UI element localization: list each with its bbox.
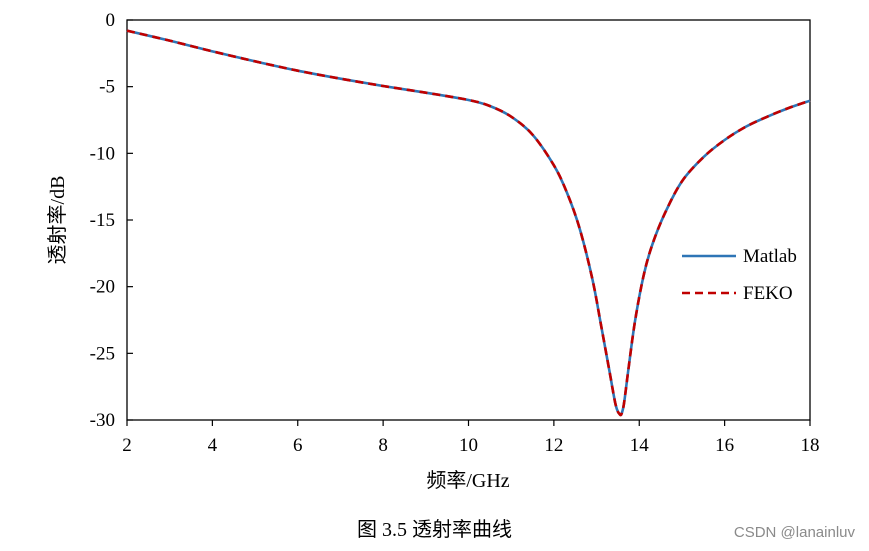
x-axis-ticks: 2 4 6 8 10 12 14 16 18 [122,420,820,456]
x-tick-label: 16 [715,435,734,456]
y-tick-label: -10 [90,143,115,164]
x-tick-label: 4 [208,435,218,456]
figure-caption: 图 3.5 透射率曲线 [357,519,512,541]
series-line-matlab [126,29,811,417]
y-axis-title: 透射率/dB [46,176,69,265]
x-tick-label: 14 [630,435,650,456]
watermark: CSDN @lanainluv [733,524,855,541]
y-tick-label: -25 [90,343,115,364]
legend-label-matlab: Matlab [743,246,797,267]
x-axis-title: 频率/GHz [426,469,509,492]
legend: Matlab FEKO [682,246,797,304]
x-tick-label: 6 [293,435,303,456]
y-tick-label: -5 [99,77,115,98]
plot-frame [126,19,811,421]
legend-label-feko: FEKO [743,283,793,304]
y-tick-label: -30 [90,410,115,431]
series-line-feko [126,29,811,417]
x-tick-label: 10 [459,435,478,456]
plot-border [126,19,811,421]
series-layer [126,29,811,417]
x-tick-label: 8 [378,435,388,456]
x-tick-label: 18 [801,435,820,456]
x-tick-label: 12 [544,435,563,456]
y-tick-label: 0 [106,10,116,31]
y-axis-ticks: 0 -5 -10 -15 -20 -25 -30 [90,10,133,431]
y-tick-label: -15 [90,210,115,231]
y-tick-label: -20 [90,277,115,298]
x-tick-label: 2 [122,435,132,456]
